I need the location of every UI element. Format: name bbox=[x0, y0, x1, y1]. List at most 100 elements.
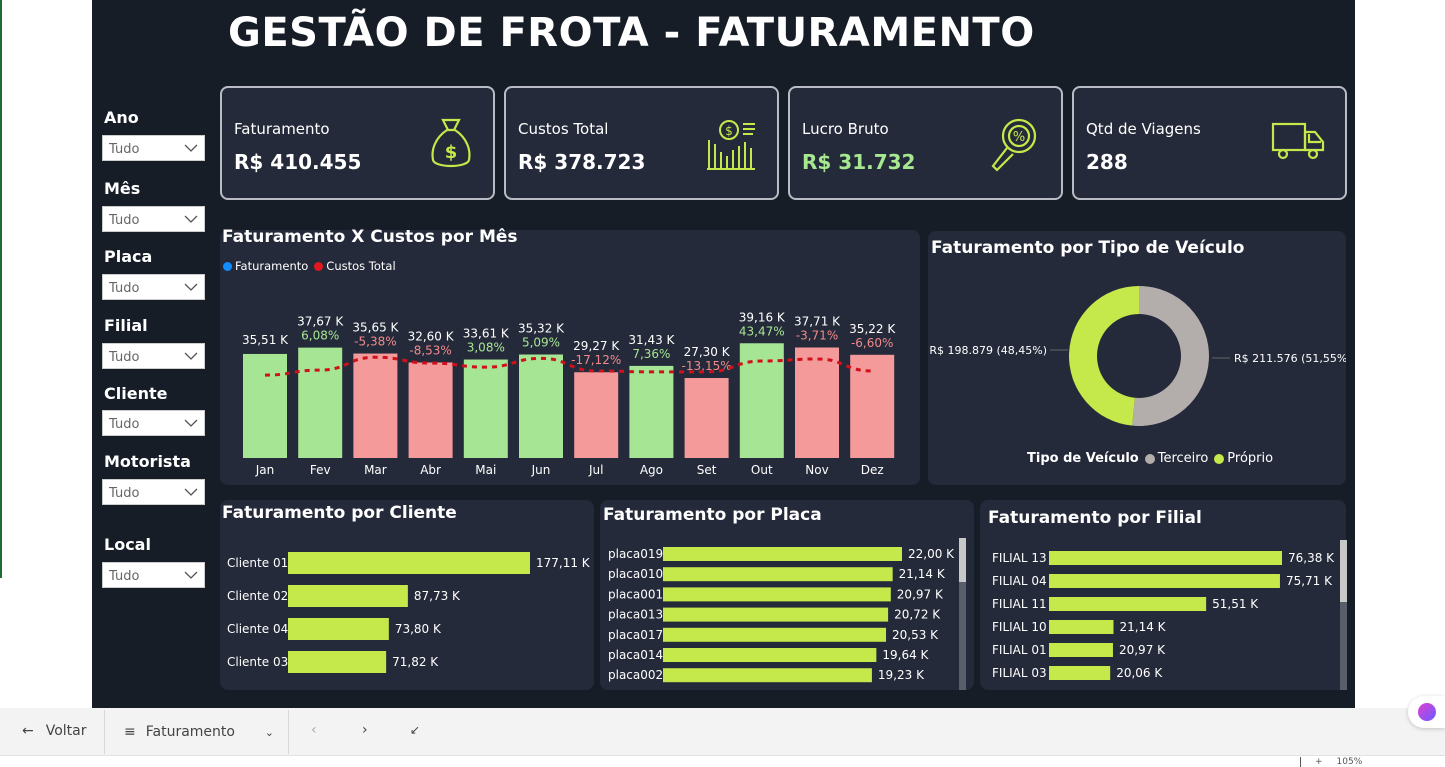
bar-cliente-04 bbox=[288, 618, 389, 640]
filter-label: Motorista bbox=[104, 452, 191, 471]
kpi-label: Faturamento bbox=[234, 120, 330, 138]
category-label: Cliente 02 bbox=[227, 589, 288, 603]
filter-dropdown-mês[interactable]: Tudo bbox=[102, 206, 205, 232]
dropdown-value: Tudo bbox=[109, 417, 140, 432]
filter-label: Placa bbox=[104, 247, 153, 266]
variation-label: 7,36% bbox=[632, 347, 670, 361]
category-label: placa010 bbox=[608, 567, 663, 581]
slice-label: R$ 211.576 (51,55%) bbox=[1234, 352, 1346, 365]
back-button[interactable]: ← Voltar bbox=[22, 723, 87, 739]
scrollbar-thumb[interactable] bbox=[959, 538, 966, 582]
legend-label: Próprio bbox=[1227, 451, 1274, 466]
variation-label: -8,53% bbox=[409, 343, 451, 357]
scrollbar-thumb[interactable] bbox=[1340, 540, 1347, 602]
category-label: placa014 bbox=[608, 648, 663, 662]
legend-dot bbox=[314, 261, 324, 271]
value-label: 35,51 K bbox=[242, 333, 289, 347]
brain-icon bbox=[1418, 703, 1436, 721]
value-label: 20,06 K bbox=[1116, 666, 1163, 680]
collapse-icon[interactable]: ↙ bbox=[410, 723, 421, 737]
variation-label: -17,12% bbox=[571, 353, 621, 367]
scrollbar-track[interactable] bbox=[1340, 540, 1347, 690]
bar-abr bbox=[408, 362, 453, 458]
donut-chart: R$ 211.576 (51,55%) R$ 198.879 (48,45%) bbox=[929, 286, 1346, 426]
variation-label: 6,08% bbox=[301, 329, 339, 343]
filter-dropdown-local[interactable]: Tudo bbox=[102, 562, 205, 588]
filter-dropdown-placa[interactable]: Tudo bbox=[102, 274, 205, 300]
value-label: 29,27 K bbox=[573, 339, 620, 353]
svg-text:%: % bbox=[1013, 130, 1025, 145]
page-label: Faturamento bbox=[145, 724, 235, 740]
filter-label: Local bbox=[104, 535, 151, 554]
value-label: 32,60 K bbox=[408, 329, 455, 343]
kpi-card-2: Lucro Bruto R$ 31.732 % bbox=[788, 86, 1063, 200]
month-label: Jan bbox=[255, 463, 275, 477]
legend-dot bbox=[1214, 453, 1225, 464]
value-label: 27,30 K bbox=[684, 345, 731, 359]
vehicle-type-panel: Faturamento por Tipo de Veículo R$ 211.5… bbox=[928, 231, 1346, 485]
prev-page-icon[interactable]: ‹ bbox=[311, 722, 317, 738]
kpi-card-0: Faturamento R$ 410.455 $ bbox=[220, 86, 495, 200]
category-label: FILIAL 10 bbox=[992, 620, 1047, 634]
filter-label: Ano bbox=[104, 108, 139, 127]
bar-jul bbox=[574, 372, 619, 458]
category-label: placa013 bbox=[608, 608, 663, 622]
divider bbox=[288, 710, 289, 754]
bar-cliente-01 bbox=[288, 552, 530, 574]
category-label: placa002 bbox=[608, 668, 663, 682]
value-label: 20,97 K bbox=[1119, 643, 1166, 657]
variation-label: 43,47% bbox=[739, 324, 785, 338]
legend-proprio[interactable]: Próprio bbox=[1214, 451, 1273, 466]
zoom-in-icon[interactable]: + bbox=[1315, 757, 1323, 767]
value-label: 21,14 K bbox=[1119, 620, 1166, 634]
copilot-button[interactable] bbox=[1408, 696, 1445, 728]
divider bbox=[104, 710, 105, 754]
dropdown-value: Tudo bbox=[109, 569, 140, 584]
back-label: Voltar bbox=[45, 723, 87, 739]
legend-dot bbox=[223, 261, 232, 271]
chart-title: Faturamento por Tipo de Veículo bbox=[931, 238, 1245, 258]
bar-filial-11 bbox=[1049, 597, 1207, 611]
bar-placa010 bbox=[663, 567, 893, 582]
filter-dropdown-cliente[interactable]: Tudo bbox=[102, 410, 205, 436]
kpi-label: Custos Total bbox=[518, 120, 609, 138]
next-page-icon[interactable]: › bbox=[362, 722, 368, 738]
category-label: FILIAL 04 bbox=[992, 574, 1047, 588]
legend-title: Tipo de Veículo bbox=[1027, 451, 1139, 466]
chevron-down-icon: ⌄ bbox=[264, 725, 274, 739]
bar-filial-13 bbox=[1049, 551, 1282, 565]
filter-dropdown-ano[interactable]: Tudo bbox=[102, 135, 205, 161]
chart-title: Faturamento X Custos por Mês bbox=[222, 227, 518, 247]
filter-dropdown-filial[interactable]: Tudo bbox=[102, 343, 205, 369]
filter-label: Cliente bbox=[104, 384, 168, 403]
page-selector[interactable]: ≡ Faturamento ⌄ bbox=[124, 724, 274, 740]
value-label: 71,82 K bbox=[392, 655, 439, 669]
value-label: 37,71 K bbox=[794, 315, 841, 329]
month-label: Fev bbox=[310, 463, 331, 477]
scrollbar-track[interactable] bbox=[959, 538, 966, 690]
month-label: Set bbox=[697, 463, 717, 477]
chart-legend: Faturamento Custos Total bbox=[223, 259, 396, 273]
bar-placa014 bbox=[663, 648, 877, 662]
zoom-slider[interactable] bbox=[1300, 757, 1301, 767]
legend-terceiro[interactable]: Terceiro bbox=[1144, 451, 1209, 466]
legend-custos[interactable]: Custos Total bbox=[314, 259, 396, 273]
bar-placa002 bbox=[663, 668, 872, 683]
value-label: 35,32 K bbox=[518, 322, 565, 336]
category-label: FILIAL 01 bbox=[992, 643, 1047, 657]
value-label: 20,72 K bbox=[894, 608, 941, 622]
bar-filial-04 bbox=[1049, 574, 1280, 588]
month-label: Abr bbox=[420, 463, 441, 477]
bar-placa017 bbox=[663, 627, 887, 642]
legend-faturamento[interactable]: Faturamento bbox=[223, 259, 308, 273]
arrow-left-icon: ← bbox=[22, 723, 34, 739]
chart-title: Faturamento por Placa bbox=[603, 505, 822, 525]
legend-label: Terceiro bbox=[1157, 451, 1209, 466]
chart-title: Faturamento por Filial bbox=[988, 508, 1202, 528]
bar-filial-10 bbox=[1049, 620, 1114, 634]
value-label: 73,80 K bbox=[395, 622, 442, 636]
bar-placa001 bbox=[663, 587, 891, 602]
category-label: placa017 bbox=[608, 628, 663, 642]
filter-dropdown-motorista[interactable]: Tudo bbox=[102, 479, 205, 505]
